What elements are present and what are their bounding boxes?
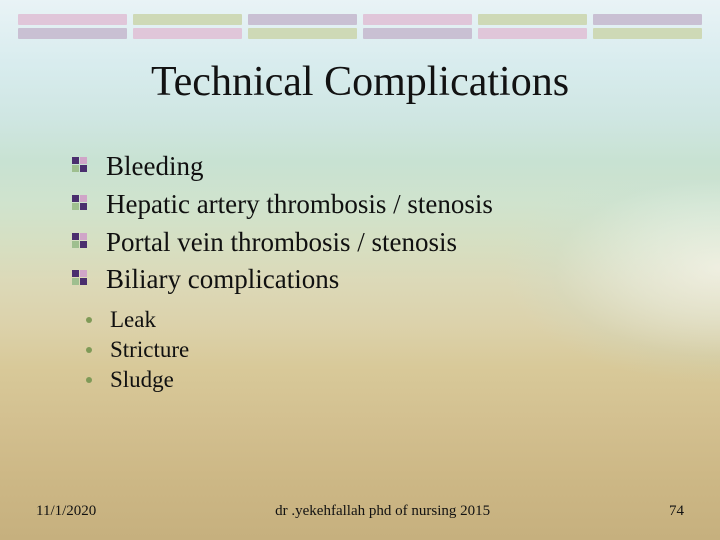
list-item-text: Portal vein thrombosis / stenosis (106, 227, 457, 257)
sub-list-item: Stricture (82, 337, 680, 363)
list-item-text: Bleeding (106, 151, 203, 181)
bullet-main-icon (72, 157, 87, 172)
sub-list-item-text: Stricture (110, 337, 189, 362)
slide-content: Bleeding Hepatic artery thrombosis / ste… (72, 150, 680, 397)
topbar-seg (363, 28, 472, 39)
bullet-sub-icon (86, 317, 92, 323)
slide-title: Technical Complications (0, 58, 720, 106)
topbar-seg (478, 28, 587, 39)
topbar-row-1 (18, 14, 702, 25)
topbar-seg (248, 28, 357, 39)
list-item-text: Biliary complications (106, 264, 339, 294)
topbar-seg (248, 14, 357, 25)
topbar-seg (593, 14, 702, 25)
bullet-sub-icon (86, 377, 92, 383)
sub-list-item-text: Sludge (110, 367, 174, 392)
topbar-row-2 (18, 28, 702, 39)
slide-footer: 11/1/2020 dr .yekehfallah phd of nursing… (36, 503, 684, 520)
list-item: Hepatic artery thrombosis / stenosis (72, 188, 680, 222)
topbar-seg (363, 14, 472, 25)
topbar-seg (18, 28, 127, 39)
footer-page-number: 74 (669, 503, 684, 520)
sub-list-item-text: Leak (110, 307, 156, 332)
list-item: Portal vein thrombosis / stenosis (72, 226, 680, 260)
topbar-seg (593, 28, 702, 39)
topbar-decoration (18, 14, 702, 42)
bullet-main-icon (72, 233, 87, 248)
slide: Technical Complications Bleeding Hepatic… (0, 0, 720, 540)
bullet-main-icon (72, 270, 87, 285)
footer-date: 11/1/2020 (36, 503, 96, 520)
bullet-main-icon (72, 195, 87, 210)
footer-center: dr .yekehfallah phd of nursing 2015 (275, 503, 490, 520)
bullet-sub-icon (86, 347, 92, 353)
list-item-text: Hepatic artery thrombosis / stenosis (106, 189, 493, 219)
sub-list-item: Leak (82, 307, 680, 333)
topbar-seg (478, 14, 587, 25)
topbar-seg (133, 28, 242, 39)
sub-list: Leak Stricture Sludge (82, 307, 680, 393)
list-item: Biliary complications (72, 263, 680, 297)
topbar-seg (18, 14, 127, 25)
topbar-seg (133, 14, 242, 25)
sub-list-item: Sludge (82, 367, 680, 393)
main-list: Bleeding Hepatic artery thrombosis / ste… (72, 150, 680, 297)
list-item: Bleeding (72, 150, 680, 184)
